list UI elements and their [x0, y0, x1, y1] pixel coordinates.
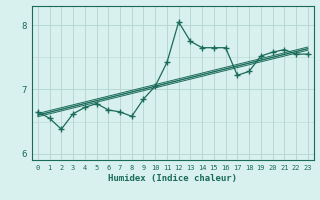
X-axis label: Humidex (Indice chaleur): Humidex (Indice chaleur) [108, 174, 237, 183]
